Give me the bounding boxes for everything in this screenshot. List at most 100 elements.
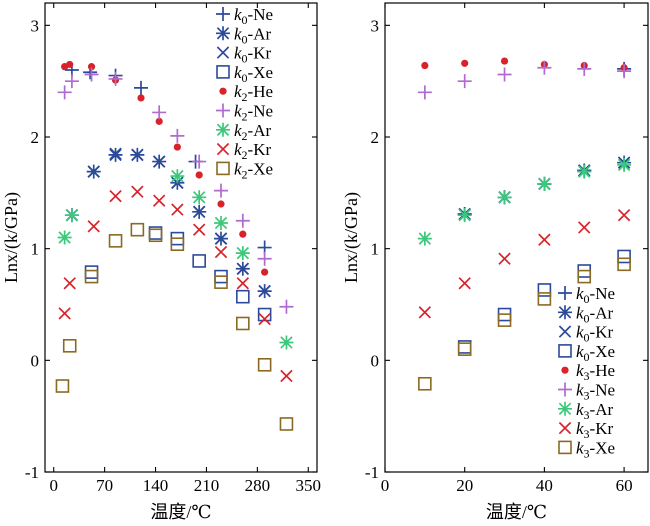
data-point [170, 237, 185, 251]
data-point [498, 252, 511, 265]
data-point [57, 230, 72, 245]
legend: k0-Nek0-Ark0-Krk0-Xek2-Hek2-Nek2-Ark2-Kr… [216, 5, 273, 181]
data-point [109, 189, 122, 203]
legend-marker [216, 26, 230, 41]
legend-label: k0-Kr [576, 323, 613, 345]
legend-marker [558, 421, 572, 435]
data-point [173, 143, 181, 151]
data-point [257, 307, 272, 322]
data-point [171, 203, 184, 216]
legend-marker [216, 122, 230, 137]
data-point [617, 64, 632, 79]
x-tick-label: 280 [245, 476, 271, 495]
data-point [279, 299, 294, 314]
legend-marker [216, 103, 230, 118]
data-point [170, 128, 185, 143]
plot-frame [384, 2, 649, 473]
data-point [457, 74, 472, 89]
y-tick-label: 2 [371, 128, 380, 147]
y-tick-label: -1 [365, 463, 379, 482]
data-point [617, 157, 632, 172]
y-tick-label: 3 [371, 16, 380, 35]
series-k3-Ne [417, 60, 632, 100]
y-axis-label: Lnx/(k/GPa) [1, 192, 22, 283]
legend-label: k0-Xe [234, 63, 273, 85]
data-point [63, 277, 76, 290]
legend-label: k2-Ar [234, 121, 271, 143]
legend: k0-Nek0-Ark0-Krk0-Xek3-Hek3-Nek3-Ark3-Kr… [558, 284, 615, 460]
data-point [195, 171, 203, 179]
legend-label: k0-Ne [576, 284, 615, 306]
data-point [152, 155, 166, 168]
data-point [192, 223, 206, 236]
legend-label: k3-He [576, 361, 615, 383]
series-k2-Ar [57, 169, 294, 350]
data-point [257, 251, 272, 266]
y-tick-label: 0 [31, 351, 40, 370]
data-point [280, 369, 293, 383]
series-k3-Kr [418, 208, 631, 319]
data-point [235, 213, 250, 228]
data-point [131, 148, 144, 162]
series-k3-Ar [417, 157, 632, 246]
data-point [418, 376, 432, 391]
legend-marker [216, 7, 230, 21]
x-tick-label: 40 [536, 476, 553, 495]
chart-panel-1: 0 70 140 210 280 350 -1 0 1 2 3 温度/℃ Lnx/(k/GPa) k0-N… [1, 2, 321, 522]
legend-label: k3-Ar [576, 400, 613, 422]
data-point [84, 269, 99, 284]
data-point [62, 339, 77, 353]
data-point [170, 169, 185, 184]
data-point [617, 249, 631, 264]
y-tick-label: 1 [371, 240, 380, 259]
data-point [258, 312, 271, 326]
legend-marker [561, 366, 569, 374]
legend-label: k2-Kr [234, 140, 271, 162]
data-point [497, 67, 512, 82]
data-point [131, 185, 144, 198]
data-point [537, 283, 552, 297]
data-point [458, 277, 471, 290]
data-point [192, 154, 207, 169]
legend-marker [558, 401, 572, 416]
data-point [497, 313, 512, 327]
x-tick-label: 0 [49, 476, 58, 495]
data-point [152, 194, 166, 207]
data-point [577, 164, 592, 179]
data-point [55, 379, 70, 393]
legend-marker [558, 440, 572, 455]
data-point [152, 105, 167, 120]
data-point [130, 222, 145, 237]
data-point [217, 200, 225, 208]
data-point [577, 269, 592, 284]
series-k2-Kr [58, 185, 293, 383]
data-point [577, 61, 592, 76]
y-tick-label: 2 [31, 128, 40, 147]
legend-label: k3-Xe [576, 438, 615, 460]
data-point [236, 262, 250, 275]
series-k2-Ne [57, 67, 294, 314]
data-point [258, 284, 271, 298]
x-tick-label: 140 [143, 476, 169, 495]
data-point [192, 205, 206, 219]
data-point [617, 257, 631, 272]
data-point [58, 307, 71, 320]
data-point [279, 335, 294, 350]
data-point [214, 245, 228, 259]
data-point [192, 254, 206, 268]
data-point [84, 265, 99, 279]
series-k3-He [421, 57, 628, 72]
data-point [497, 190, 512, 205]
data-point [457, 342, 472, 356]
series-k0-Ne [457, 61, 632, 222]
data-point [84, 67, 99, 82]
data-point [87, 220, 100, 233]
data-point [417, 231, 432, 246]
legend-marker [558, 344, 572, 358]
data-point [64, 74, 79, 89]
legend-marker [216, 161, 230, 176]
x-tick-label: 20 [456, 476, 473, 495]
data-point [108, 234, 123, 248]
y-tick-label: 0 [371, 351, 380, 370]
data-point [66, 60, 74, 69]
